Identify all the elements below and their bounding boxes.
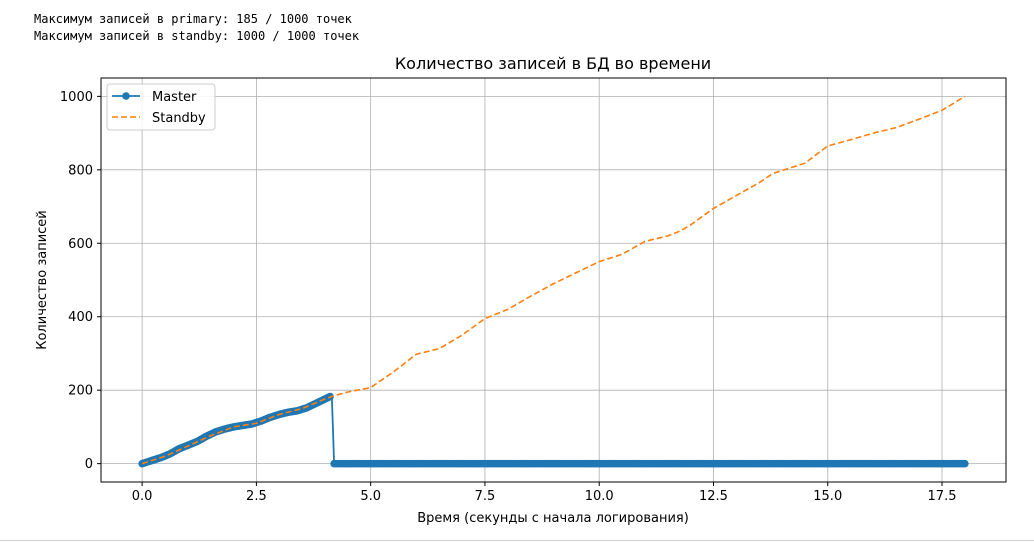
x-tick-label: 10.0 [585,489,614,504]
y-axis-label: Количество записей [35,210,50,350]
legend-master-label: Master [152,90,197,105]
x-axis-label: Время (секунды с начала логирования) [417,511,689,526]
x-tick-label: 5.0 [360,489,381,504]
legend: Master Standby [106,83,216,131]
y-tick-label: 800 [68,163,93,178]
info-line-standby: Максимум записей в standby: 1000 / 1000 … [34,29,360,43]
x-tick-label: 17.5 [928,489,957,504]
grid-lines [101,78,1006,482]
y-tick-label: 400 [68,310,93,325]
info-line-primary: Максимум записей в primary: 185 / 1000 т… [34,12,352,26]
chart-title: Количество записей в БД во времени [395,54,711,73]
y-tick-label: 600 [68,237,93,252]
axis-ticks: 0.0 2.5 5.0 7.5 10.0 12.5 15.0 17.5 0 200 400 600 80… [60,90,957,504]
series-line-standby [141,95,966,465]
y-tick-label: 200 [68,384,93,399]
y-tick-label: 1000 [60,90,93,105]
bottom-divider [0,540,1034,541]
plot-frame [100,77,1007,483]
legend-master-marker [122,92,130,100]
y-tick-label: 0 [85,457,93,472]
x-tick-label: 0.0 [132,489,153,504]
data-point [961,459,969,468]
series-line-master [141,394,965,465]
x-tick-label: 2.5 [246,489,267,504]
x-tick-label: 12.5 [699,489,728,504]
x-tick-label: 15.0 [813,489,842,504]
x-tick-label: 7.5 [475,489,496,504]
master-markers [138,392,969,468]
plot-area [138,95,969,468]
legend-standby-label: Standby [152,111,206,126]
